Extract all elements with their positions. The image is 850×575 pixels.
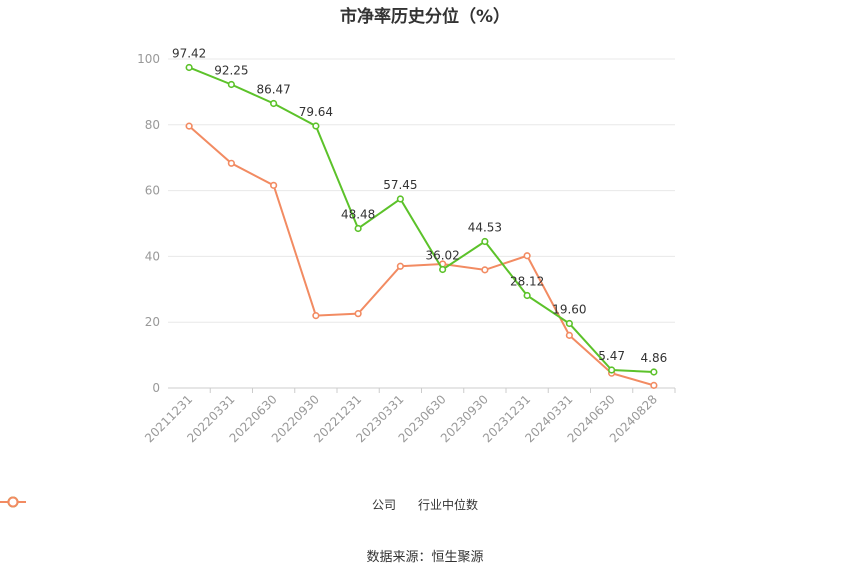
data-point-series-0 (312, 122, 320, 130)
y-tick-label: 60 (145, 184, 160, 198)
data-label: 36.02 (425, 248, 459, 262)
data-label: 97.42 (172, 46, 206, 60)
data-point-series-1 (354, 310, 362, 318)
data-point-series-0 (354, 224, 362, 233)
series-line-1 (188, 125, 655, 387)
y-tick-label: 80 (145, 118, 160, 132)
data-point-series-0 (481, 237, 489, 246)
data-label: 28.12 (510, 274, 544, 288)
y-tick-label: 0 (152, 381, 160, 395)
data-point-series-1 (565, 331, 573, 339)
data-point-series-1 (650, 381, 658, 389)
data-point-series-0 (227, 80, 235, 89)
data-label: 92.25 (214, 63, 248, 77)
y-tick-label: 20 (145, 315, 160, 329)
data-point-series-1 (270, 181, 278, 189)
data-point-series-0 (270, 99, 278, 108)
data-point-series-0 (650, 368, 658, 376)
data-label: 4.86 (641, 351, 668, 365)
legend-item-company[interactable]: 公司 (0, 496, 396, 513)
data-point-series-0 (185, 63, 193, 72)
data-point-series-0 (608, 366, 616, 374)
data-label: 86.47 (256, 83, 290, 97)
data-label: 57.45 (383, 178, 417, 192)
legend: 公司 行业中位数 (0, 496, 850, 513)
data-point-series-0 (523, 291, 531, 300)
chart-title: 市净率历史分位（%） (339, 7, 511, 27)
series-line-0 (188, 66, 654, 374)
data-label: 5.47 (598, 349, 625, 363)
data-point-series-1 (312, 312, 320, 320)
legend-label-industry-median: 行业中位数 (418, 498, 479, 512)
y-tick-label: 40 (145, 249, 160, 263)
data-point-series-1 (185, 122, 193, 130)
data-label: 79.64 (299, 105, 333, 119)
data-point-series-1 (227, 159, 235, 167)
legend-item-industry-median[interactable]: 行业中位数 (0, 496, 479, 513)
data-point-series-1 (523, 252, 531, 260)
legend-marker-industry-median (0, 496, 26, 508)
data-source: 数据来源：恒生聚源 (366, 550, 484, 565)
data-point-series-0 (396, 195, 404, 203)
data-label: 19.60 (552, 303, 586, 317)
data-point-series-1 (481, 266, 489, 274)
data-label: 48.48 (341, 208, 375, 222)
data-label: 44.53 (468, 220, 502, 234)
y-tick-label: 100 (137, 52, 160, 66)
data-point-series-0 (439, 265, 447, 274)
data-point-series-0 (565, 319, 573, 328)
data-point-series-1 (396, 262, 404, 270)
legend-label-company: 公司 (371, 498, 396, 512)
